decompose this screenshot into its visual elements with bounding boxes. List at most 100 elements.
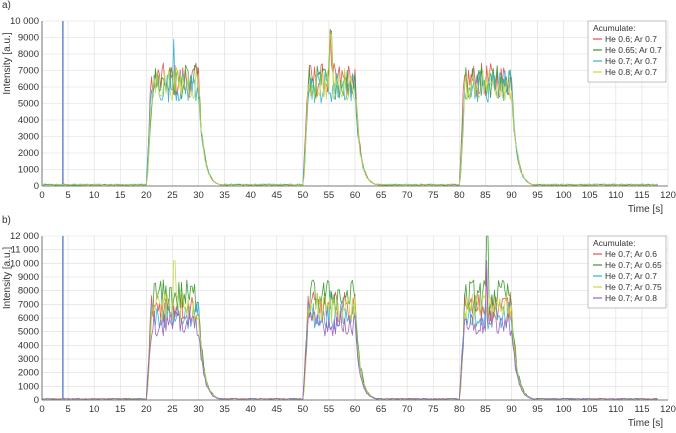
legend-entry: He 0.7; Ar 0.6 [605, 249, 657, 259]
chart-panel-1: a) 0 5 10 15 20 25 30 35 40 45 50 55 60 65 70 75 80 85 90 95… [2, 0, 676, 215]
x-tick-label: 50 [298, 190, 309, 201]
x-tick-label: 20 [141, 190, 152, 201]
x-tick-label: 60 [350, 190, 361, 201]
x-tick-label: 120 [660, 190, 676, 201]
x-axis-title: Time [s] [628, 418, 663, 429]
x-tick-label: 5 [65, 404, 70, 415]
y-tick-label: 4000 [18, 340, 39, 351]
x-tick-label: 30 [193, 190, 204, 201]
y-axis-title: Intensity [a.u.] [2, 32, 13, 94]
x-tick-label: 25 [167, 190, 178, 201]
y-tick-label: 3000 [18, 132, 39, 143]
legend-title: Acumulate: [593, 23, 636, 33]
chart-panel-2: b) 0 5 10 15 20 25 30 35 40 45 50 55 60 65 70 75 80 85 90 95… [2, 215, 676, 429]
x-tick-label: 15 [115, 190, 126, 201]
x-tick-label: 80 [454, 190, 465, 201]
x-tick-label: 20 [141, 404, 152, 415]
legend-entry: He 0.7; Ar 0.65 [605, 260, 662, 270]
x-tick-label: 35 [219, 190, 230, 201]
x-tick-label: 85 [480, 404, 491, 415]
x-tick-label: 100 [556, 404, 572, 415]
legend-entry: He 0.7; Ar 0.8 [605, 293, 657, 303]
y-tick-label: 5000 [18, 327, 39, 338]
series-line-1 [41, 268, 658, 401]
x-tick-label: 100 [556, 190, 572, 201]
y-tick-label: 12 000 [10, 231, 39, 242]
x-tick-label: 120 [660, 404, 676, 415]
x-tick-label: 55 [324, 190, 335, 201]
legend-entry: He 0.7; Ar 0.75 [605, 282, 662, 292]
x-tick-label: 65 [376, 190, 387, 201]
y-tick-label: 11 000 [11, 245, 39, 256]
series-line-3 [41, 38, 658, 187]
x-tick-label: 115 [634, 190, 649, 201]
y-tick-label: 5000 [18, 99, 39, 110]
x-tick-label: 30 [193, 404, 204, 415]
y-tick-label: 10 000 [10, 258, 39, 269]
series-line-4 [41, 260, 658, 401]
y-tick-label: 10 000 [10, 16, 39, 27]
x-tick-label: 10 [89, 404, 100, 415]
x-tick-label: 95 [532, 190, 543, 201]
x-tick-label: 70 [402, 404, 413, 415]
series-line-4 [41, 33, 658, 186]
x-tick-label: 85 [480, 190, 491, 201]
y-tick-label: 8000 [18, 49, 39, 60]
x-tick-label: 95 [532, 404, 543, 415]
y-tick-label: 4000 [18, 115, 39, 126]
y-tick-label: 0 [34, 181, 39, 192]
legend-entry: He 0.7; Ar 0.7 [605, 56, 657, 66]
series-line-1 [41, 28, 658, 187]
y-tick-label: 7000 [18, 299, 39, 310]
x-tick-label: 90 [506, 190, 517, 201]
legend-box [587, 235, 667, 309]
x-tick-label: 5 [65, 190, 70, 201]
y-tick-label: 3000 [18, 354, 39, 365]
y-tick-label: 2000 [18, 368, 39, 379]
x-tick-label: 90 [506, 404, 517, 415]
x-tick-label: 75 [428, 404, 439, 415]
legend-title: Acumulate: [593, 238, 636, 248]
y-tick-label: 6000 [18, 82, 39, 93]
x-tick-label: 0 [39, 404, 44, 415]
series-line-5 [41, 260, 658, 401]
x-tick-label: 75 [428, 190, 439, 201]
y-tick-label: 1000 [18, 381, 39, 392]
x-tick-label: 15 [115, 404, 126, 415]
legend-entry: He 0.6; Ar 0.7 [605, 34, 657, 44]
x-tick-label: 65 [376, 404, 387, 415]
x-tick-label: 55 [324, 404, 335, 415]
x-tick-label: 60 [350, 404, 361, 415]
panel-label: b) [2, 215, 11, 226]
legend-entry: He 0.65; Ar 0.7 [605, 45, 662, 55]
y-tick-label: 2000 [18, 148, 39, 159]
y-axis-title: Intensity [a.u.] [2, 247, 13, 309]
x-tick-label: 45 [271, 404, 282, 415]
x-tick-label: 25 [167, 404, 178, 415]
x-tick-label: 35 [219, 404, 230, 415]
x-tick-label: 45 [271, 190, 282, 201]
legend-entry: He 0.7; Ar 0.7 [605, 271, 657, 281]
panel-label: a) [2, 0, 11, 11]
y-tick-label: 1000 [18, 165, 39, 176]
y-tick-label: 7000 [18, 66, 39, 77]
x-tick-label: 80 [454, 404, 465, 415]
legend-entry: He 0.8; Ar 0.7 [605, 67, 657, 77]
y-tick-label: 9000 [18, 272, 39, 283]
y-tick-label: 9000 [18, 33, 39, 44]
x-tick-label: 105 [582, 404, 598, 415]
y-tick-label: 8000 [18, 286, 39, 297]
x-tick-label: 40 [245, 190, 256, 201]
x-tick-label: 10 [89, 190, 100, 201]
y-tick-label: 0 [34, 395, 39, 406]
x-tick-label: 115 [634, 404, 649, 415]
x-tick-label: 0 [39, 190, 44, 201]
x-axis-title: Time [s] [628, 204, 663, 215]
x-tick-label: 50 [298, 404, 309, 415]
x-tick-label: 105 [582, 190, 598, 201]
x-tick-label: 70 [402, 190, 413, 201]
x-tick-label: 110 [608, 190, 623, 201]
y-tick-label: 6000 [18, 313, 39, 324]
